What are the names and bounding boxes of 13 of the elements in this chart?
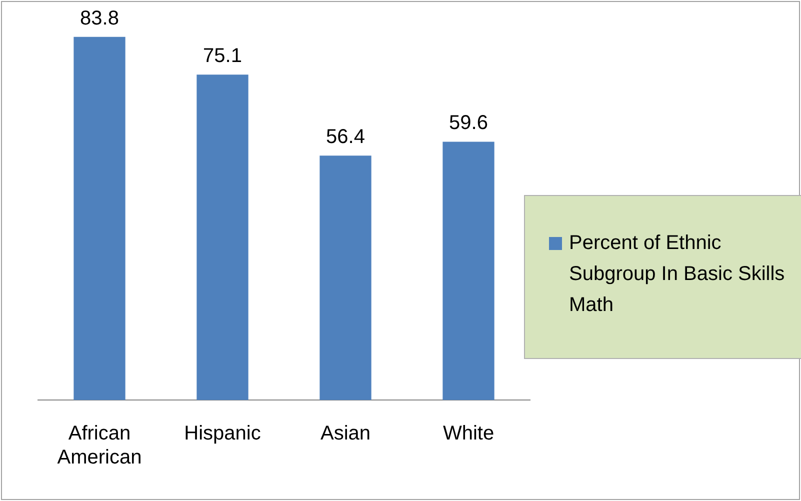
x-tick-label: African American [57,422,142,469]
bar [320,156,372,400]
data-label: 56.4 [326,126,365,148]
x-tick-label: Hispanic [184,422,261,445]
x-tick-label: White [442,422,494,445]
bar [442,142,494,400]
legend-label: Percent of Ethnic Subgroup In Basic Skills Math [569,231,786,318]
data-label: 59.6 [449,112,488,134]
bar [196,74,248,400]
bar [74,36,126,400]
x-tick-label: Asian [320,422,371,445]
data-label: 83.8 [80,7,119,30]
data-label: 75.1 [203,45,242,68]
